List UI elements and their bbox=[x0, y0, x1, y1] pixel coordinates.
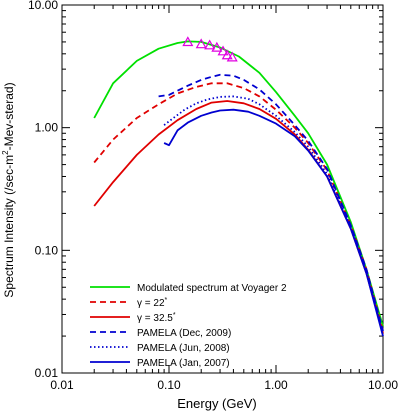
axis-ticks: 0.01 0.10 1.00 10.00 0.01 0.10 1.00 10.00 bbox=[28, 0, 398, 392]
triangle-marker bbox=[226, 51, 238, 62]
legend-label-4: PAMELA (Dec, 2009) bbox=[137, 328, 231, 339]
plot-border bbox=[61, 4, 384, 374]
y-axis-label: Spectrum Intensity (/sec-m2-Mev-sterad) bbox=[1, 82, 16, 297]
x-tick-label: 0.01 bbox=[50, 378, 74, 392]
x-tick-label: 0.10 bbox=[157, 378, 181, 392]
x-tick-label: 1.00 bbox=[264, 378, 288, 392]
triangle-marker bbox=[211, 41, 223, 52]
y-tick-label: 0.10 bbox=[35, 243, 59, 257]
triangle-marker bbox=[217, 45, 229, 56]
legend-label-3: γ = 32.5* bbox=[137, 312, 176, 324]
triangle-marker bbox=[204, 39, 216, 50]
triangle-marker bbox=[195, 38, 207, 49]
x-tick-label: 10.00 bbox=[368, 378, 398, 392]
y-tick-label: 10.00 bbox=[28, 0, 58, 12]
legend: Modulated spectrum at Voyager 2 γ = 22* γ … bbox=[90, 283, 287, 369]
legend-label-1: Modulated spectrum at Voyager 2 bbox=[137, 283, 287, 294]
triangle-marker bbox=[221, 49, 233, 60]
series-line-6 bbox=[163, 108, 384, 337]
series-line-5 bbox=[163, 95, 384, 334]
y-tick-label: 1.00 bbox=[35, 121, 59, 135]
series-line-1 bbox=[93, 40, 384, 327]
legend-label-5: PAMELA (Jun, 2008) bbox=[137, 343, 230, 354]
legend-label-2: γ = 22* bbox=[137, 297, 168, 309]
legend-label-6: PAMELA (Jan, 2007) bbox=[137, 358, 230, 369]
triangle-marker bbox=[182, 36, 194, 47]
data-markers bbox=[182, 36, 238, 62]
plot-frame bbox=[61, 4, 384, 374]
series-layer bbox=[93, 40, 384, 337]
series-line-4 bbox=[158, 73, 384, 332]
x-axis-label: Energy (GeV) bbox=[177, 396, 256, 411]
y-tick-label: 0.01 bbox=[35, 366, 59, 380]
